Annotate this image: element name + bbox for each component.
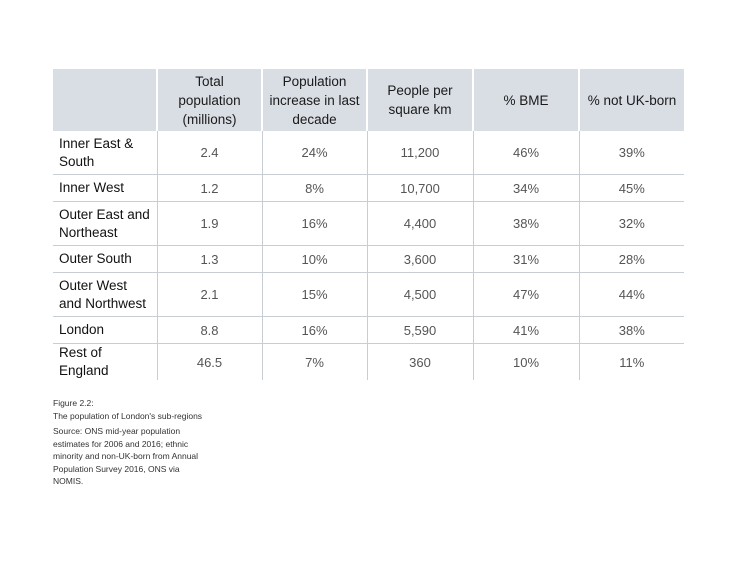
row-label: Outer South (53, 245, 157, 273)
header-cell-total-population: Total population (millions) (156, 69, 262, 131)
table-row: Outer South 1.3 10% 3,600 31% 28% (53, 245, 684, 273)
table-row: Outer West and Northwest 2.1 15% 4,500 4… (53, 272, 684, 317)
table-cell: 3,600 (366, 245, 473, 273)
table-cell: 10% (261, 245, 367, 273)
population-table: Total population (millions) Population i… (53, 69, 684, 380)
table-cell: 46% (472, 131, 579, 175)
table-cell: 2.1 (156, 272, 262, 317)
table-cell: 16% (261, 201, 367, 246)
table-cell: 8% (261, 174, 367, 202)
table-cell: 38% (472, 201, 579, 246)
table-cell: 11,200 (366, 131, 473, 175)
figure-caption: Figure 2.2: The population of London's s… (53, 397, 203, 488)
table-cell: 4,500 (366, 272, 473, 317)
row-label: Inner West (53, 174, 157, 202)
row-label: London (53, 316, 157, 344)
table-cell: 24% (261, 131, 367, 175)
table-cell: 1.3 (156, 245, 262, 273)
table-cell: 11% (578, 343, 684, 380)
table-cell: 32% (578, 201, 684, 246)
table-row: Inner West 1.2 8% 10,700 34% 45% (53, 174, 684, 202)
table-cell: 39% (578, 131, 684, 175)
row-label: Rest of England (59, 345, 109, 378)
row-label: Outer East and Northeast (53, 201, 157, 246)
table-cell: 10% (472, 343, 579, 380)
table-cell: 45% (578, 174, 684, 202)
table-cell: 7% (261, 343, 367, 380)
table-cell: 1.2 (156, 174, 262, 202)
header-cell-population-increase: Population increase in last decade (261, 69, 367, 131)
figure-title: The population of London's sub-regions (53, 410, 203, 421)
table-cell: 47% (472, 272, 579, 317)
table-row: London 8.8 16% 5,590 41% 38% (53, 316, 684, 344)
table-cell: 16% (261, 316, 367, 344)
table-row: Outer East and Northeast 1.9 16% 4,400 3… (53, 201, 684, 246)
table-row: Inner East & South 2.4 24% 11,200 46% 39… (53, 131, 684, 175)
table-cell: 4,400 (366, 201, 473, 246)
table-header-row: Total population (millions) Population i… (53, 69, 684, 131)
table-cell: 10,700 (366, 174, 473, 202)
table-cell: 8.8 (156, 316, 262, 344)
table-cell: 46.5 (156, 343, 262, 380)
table-cell: 44% (578, 272, 684, 317)
table-cell: 31% (472, 245, 579, 273)
table-cell: 41% (472, 316, 579, 344)
table-cell: 38% (578, 316, 684, 344)
header-cell-bme: % BME (472, 69, 579, 131)
figure-label: Figure 2.2: (53, 398, 94, 408)
table-cell: 5,590 (366, 316, 473, 344)
figure-source: Source: ONS mid-year population estimate… (53, 426, 199, 486)
header-cell-region (53, 69, 157, 131)
table-cell: 34% (472, 174, 579, 202)
row-label: Outer West and Northwest (53, 272, 157, 317)
table-cell: 360 (366, 343, 473, 380)
header-cell-not-uk-born: % not UK-born (578, 69, 684, 131)
table-row: Rest of England 46.5 7% 360 10% 11% (53, 343, 684, 380)
table-cell: 15% (261, 272, 367, 317)
table-cell: 2.4 (156, 131, 262, 175)
table-cell: 28% (578, 245, 684, 273)
table-cell: 1.9 (156, 201, 262, 246)
row-label: Inner East & South (53, 131, 157, 175)
header-cell-people-per-km: People per square km (366, 69, 473, 131)
